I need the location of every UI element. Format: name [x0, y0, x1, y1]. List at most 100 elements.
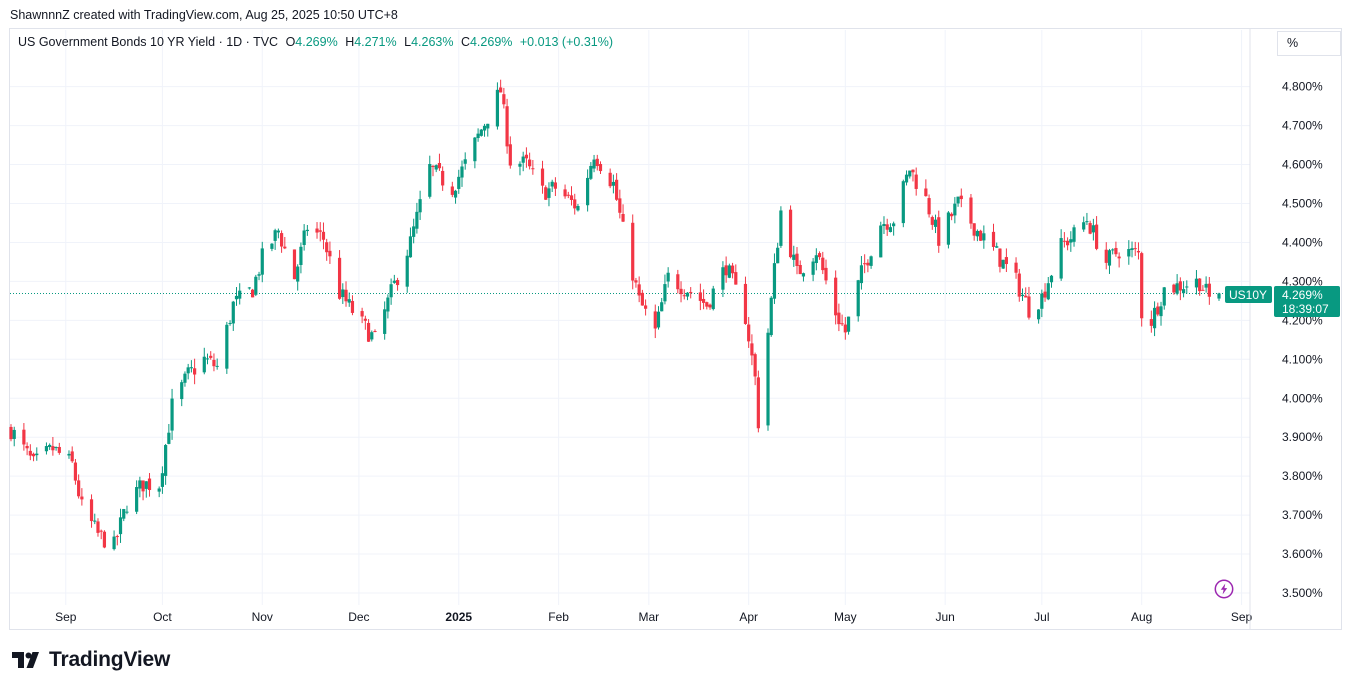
candle — [547, 182, 551, 207]
candle — [279, 230, 284, 253]
candle — [141, 480, 145, 501]
flash-icon[interactable] — [1214, 579, 1234, 599]
candle — [656, 306, 661, 330]
candle — [305, 224, 309, 236]
candle — [550, 179, 554, 193]
candle — [801, 272, 806, 282]
candle — [1104, 242, 1108, 270]
y-tick-label: 4.400% — [1282, 235, 1323, 249]
candle — [283, 236, 287, 250]
candle — [9, 424, 13, 442]
candle — [843, 317, 847, 340]
axes: 4.800%4.700%4.600%4.500%4.400%4.300%4.20… — [55, 29, 1323, 629]
candle — [112, 530, 116, 551]
candle — [183, 371, 187, 387]
candle — [1156, 302, 1160, 317]
candle — [1181, 281, 1186, 298]
candle — [412, 218, 416, 244]
candle — [598, 161, 603, 175]
candle — [730, 262, 735, 279]
candle — [663, 274, 667, 305]
candle — [93, 513, 97, 525]
candle — [637, 276, 641, 303]
x-tick-label: Nov — [252, 610, 273, 624]
candle — [479, 128, 483, 137]
y-tick-label: 3.600% — [1282, 547, 1323, 561]
legend-close-label: C — [460, 35, 470, 49]
candle — [701, 289, 706, 310]
candle — [631, 214, 635, 290]
candle — [395, 277, 400, 291]
candle — [257, 271, 261, 281]
candle — [48, 443, 52, 450]
y-tick-label: 4.000% — [1282, 391, 1323, 405]
candle — [779, 206, 783, 248]
candle — [350, 295, 355, 316]
candle — [750, 334, 754, 366]
x-tick-label: Oct — [153, 610, 172, 624]
candle — [22, 423, 26, 451]
y-tick-label: 3.800% — [1282, 469, 1323, 483]
legend-symbol[interactable]: US Government Bonds 10 YR Yield · 1D · T… — [18, 35, 279, 49]
candle — [370, 330, 374, 342]
candle — [950, 212, 954, 221]
candle — [792, 245, 796, 267]
last-price-tag-bg — [1274, 286, 1340, 317]
tradingview-logo[interactable]: TradingView — [12, 648, 170, 672]
candle — [1088, 220, 1092, 235]
candle — [618, 189, 622, 219]
candle — [882, 216, 886, 234]
candle — [502, 87, 506, 109]
candle — [705, 301, 709, 310]
candle — [924, 179, 928, 197]
candle — [189, 360, 193, 373]
legend-close-value: 4.269% — [469, 35, 513, 49]
candle — [157, 486, 161, 498]
candle — [434, 164, 438, 173]
candle — [576, 203, 580, 212]
candle — [975, 229, 979, 242]
candle — [508, 136, 512, 169]
candle — [1001, 259, 1005, 269]
candle — [44, 442, 49, 455]
candle — [959, 188, 963, 208]
x-tick-label: Jul — [1034, 610, 1049, 624]
candle — [879, 221, 883, 258]
candle — [118, 508, 123, 543]
candle — [1094, 216, 1099, 251]
candle — [811, 258, 815, 282]
candle — [528, 152, 532, 170]
candle — [979, 229, 983, 242]
candle — [856, 279, 860, 322]
candle — [1072, 224, 1076, 247]
candle — [25, 442, 29, 456]
candle — [1140, 251, 1144, 327]
candle — [679, 281, 683, 303]
candle — [1062, 232, 1066, 248]
candle — [247, 287, 251, 290]
chart-frame[interactable] — [9, 28, 1342, 630]
candle — [892, 221, 896, 236]
y-tick-label: 4.100% — [1282, 352, 1323, 366]
candle — [1014, 257, 1018, 279]
candle — [727, 263, 731, 279]
candle — [1085, 212, 1089, 226]
candle — [685, 292, 690, 301]
candle — [89, 494, 94, 528]
x-tick-label: Aug — [1131, 610, 1152, 624]
candle — [1111, 248, 1115, 255]
candle — [743, 276, 748, 325]
candle — [859, 256, 864, 290]
candle — [144, 481, 148, 498]
candle — [205, 353, 210, 365]
candle — [766, 328, 770, 431]
candle — [995, 242, 999, 248]
candle — [147, 473, 152, 497]
candle — [437, 153, 442, 171]
candle — [846, 316, 851, 335]
candle — [1162, 286, 1166, 310]
candle — [138, 476, 142, 498]
candle — [698, 283, 702, 311]
percent-scale-button[interactable]: % — [1277, 31, 1341, 56]
